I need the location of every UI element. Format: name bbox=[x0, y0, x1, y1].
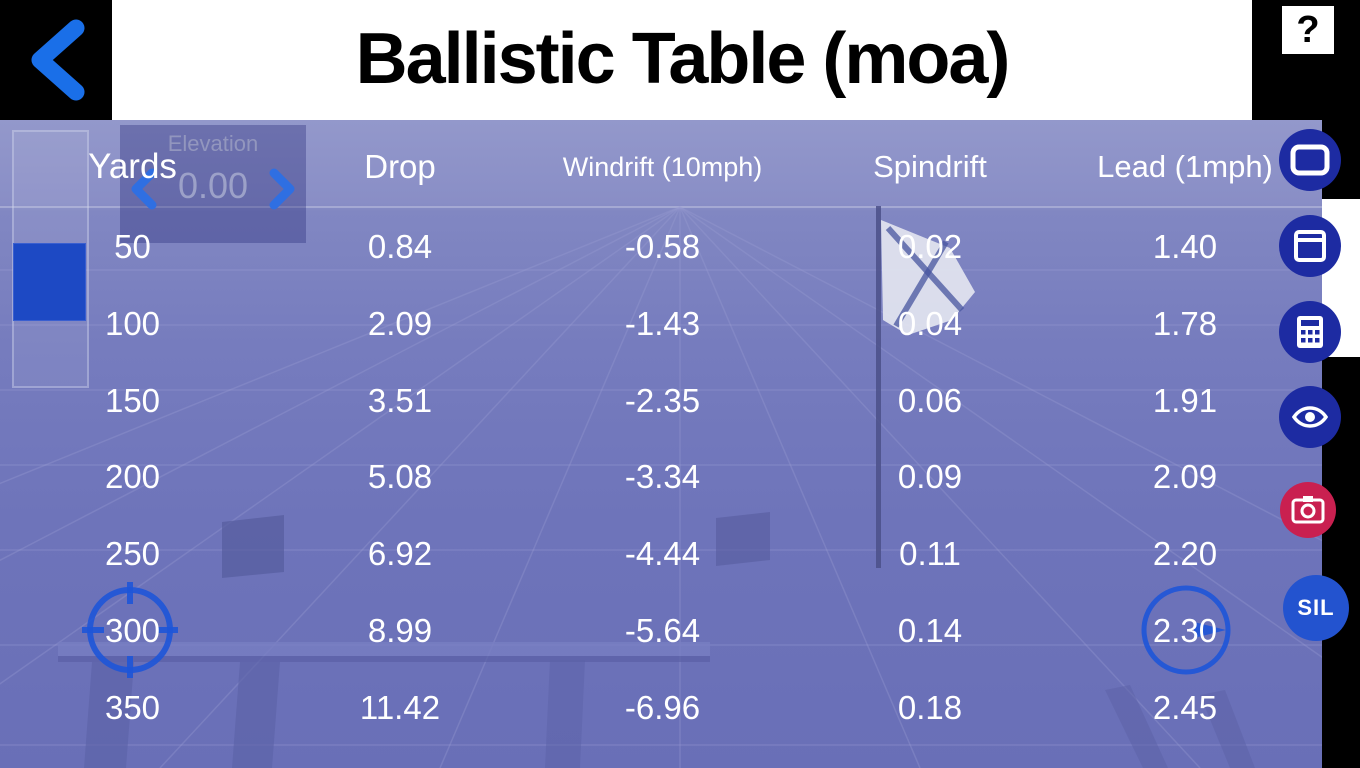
sil-button-label: SIL bbox=[1297, 595, 1335, 620]
elevation-label: Elevation bbox=[167, 131, 259, 156]
eye-icon bbox=[1291, 406, 1329, 428]
window-icon bbox=[1294, 230, 1326, 262]
bench-silhouette bbox=[716, 512, 770, 566]
wind-needle-icon bbox=[1194, 622, 1226, 638]
elevation-value: 0.00 bbox=[177, 165, 249, 206]
view-button[interactable] bbox=[1279, 386, 1341, 448]
display-icon bbox=[1290, 144, 1330, 176]
scope-reticle bbox=[82, 582, 178, 678]
chevron-left-icon bbox=[131, 168, 157, 210]
page-title: Ballistic Table (moa) bbox=[355, 19, 1011, 99]
title-panel: Ballistic Table (moa) bbox=[112, 0, 1252, 120]
help-button[interactable]: ? bbox=[1282, 6, 1334, 54]
title-bar: Ballistic Table (moa) ? bbox=[0, 0, 1360, 120]
scene-art bbox=[0, 206, 1360, 768]
floor-grid bbox=[0, 206, 1360, 768]
chevron-left-icon bbox=[31, 19, 85, 101]
flag-pole bbox=[876, 206, 881, 568]
elevation-decrement-button[interactable] bbox=[128, 167, 160, 211]
sil-button[interactable]: SIL bbox=[1283, 575, 1349, 641]
shooting-bench bbox=[58, 642, 1255, 768]
elevation-panel: Elevation 0.00 bbox=[120, 125, 306, 243]
display-button[interactable] bbox=[1279, 129, 1341, 191]
flag bbox=[881, 220, 975, 335]
bench-silhouette bbox=[222, 515, 284, 578]
wind-compass[interactable] bbox=[1138, 582, 1234, 678]
window-button[interactable] bbox=[1279, 215, 1341, 277]
range-scene bbox=[0, 120, 1360, 768]
color-swatch[interactable] bbox=[13, 243, 86, 321]
elevation-increment-button[interactable] bbox=[266, 167, 298, 211]
back-button[interactable] bbox=[16, 16, 104, 104]
calculator-button[interactable] bbox=[1279, 301, 1341, 363]
camera-icon bbox=[1291, 496, 1325, 524]
chevron-right-icon bbox=[269, 168, 295, 210]
calculator-icon bbox=[1297, 316, 1323, 348]
camera-button[interactable] bbox=[1280, 482, 1336, 538]
